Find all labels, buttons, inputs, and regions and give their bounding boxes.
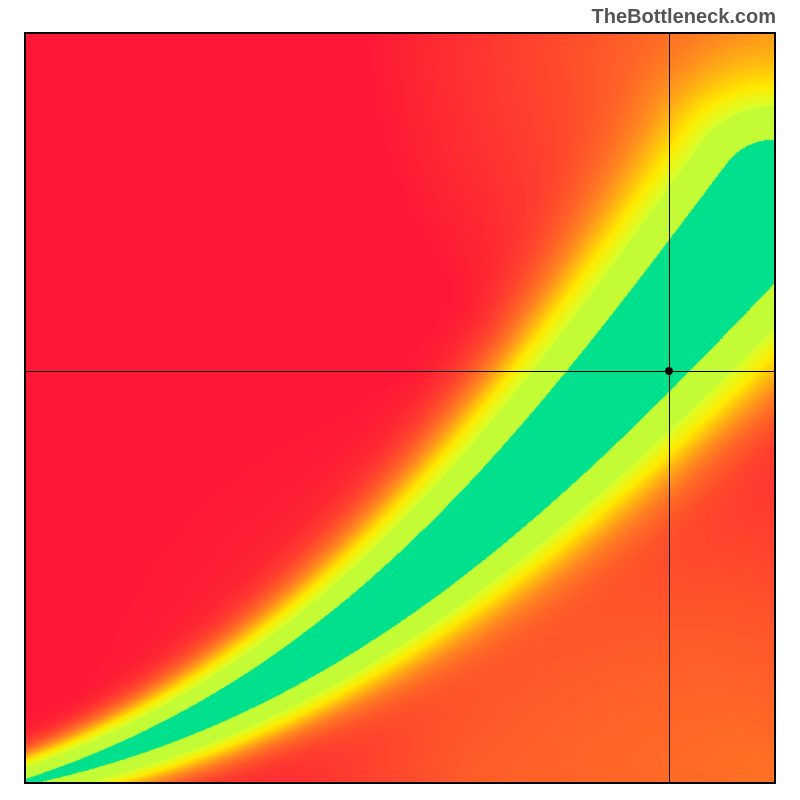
crosshair-vertical (669, 34, 670, 782)
heatmap-frame (24, 32, 776, 784)
image-root: TheBottleneck.com (0, 0, 800, 800)
marker-dot (665, 367, 673, 375)
heatmap-canvas (26, 34, 774, 782)
watermark-label: TheBottleneck.com (592, 6, 776, 29)
crosshair-horizontal (26, 371, 774, 372)
